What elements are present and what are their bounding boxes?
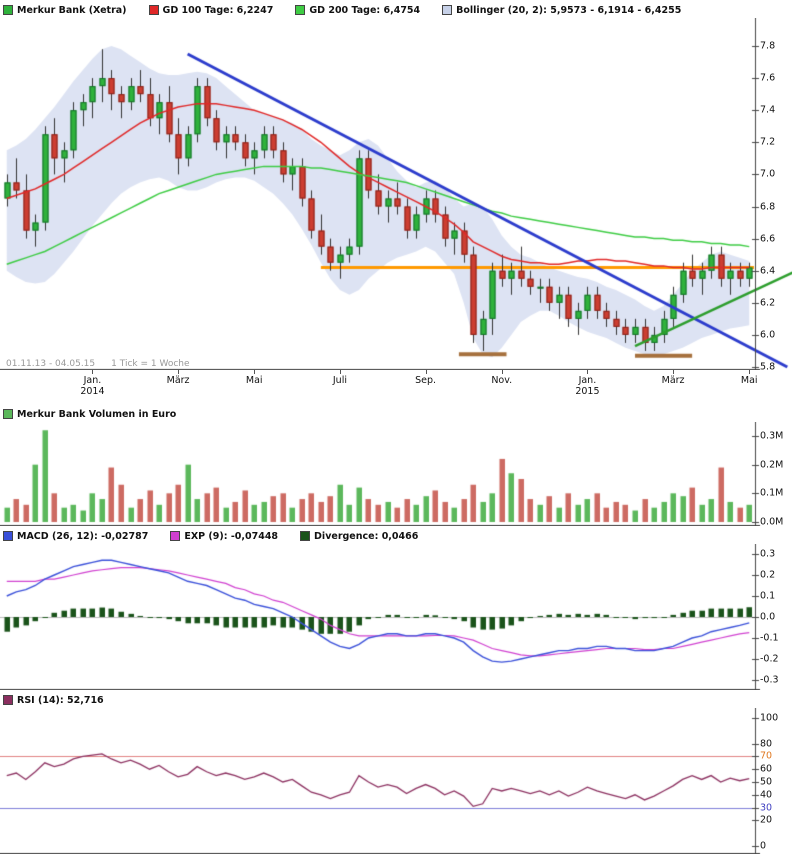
legend-volume: Merkur Bank Volumen in Euro: [3, 409, 176, 420]
legend-divergence-label: Divergence: 0,0466: [314, 530, 419, 542]
x-axis-tick: [501, 370, 503, 374]
price-panel: 7.8 7.6 7.4 7.2 7.0 6.8 6.6 6.4 6.2 6.0 5.8 01.11.…: [0, 18, 792, 373]
legend-exp-label: EXP (9): -0,07448: [184, 530, 279, 542]
legend-gd200-label: GD 200 Tage: 6,4754: [309, 4, 421, 16]
x-axis-label: Jan. 2014: [80, 375, 105, 397]
x-axis-labels-row: Jan. 2014 März Mai Juli Sep. Nov. Jan. 2015 März M…: [0, 370, 792, 404]
rsi-swatch-icon: [3, 695, 13, 705]
x-axis-label: Nov.: [491, 375, 513, 386]
price-legend-row: Merkur Bank (Xetra) GD 100 Tage: 6,2247 …: [0, 0, 792, 18]
divergence-swatch-icon: [300, 531, 311, 541]
legend-macd-label: MACD (26, 12): -0,02787: [17, 530, 149, 542]
macd-chart-canvas: [0, 544, 792, 690]
date-range-label: 01.11.13 - 04.05.15: [6, 359, 96, 369]
x-axis-label: Mai: [740, 375, 758, 386]
legend-exp: EXP (9): -0,07448: [170, 531, 278, 542]
volume-legend-row: Merkur Bank Volumen in Euro: [0, 404, 792, 422]
legend-series: Merkur Bank (Xetra): [3, 5, 127, 16]
legend-gd200: GD 200 Tage: 6,4754: [295, 5, 420, 16]
series-swatch-icon: [3, 5, 13, 15]
x-axis-label: Juli: [332, 375, 347, 386]
legend-rsi-label: RSI (14): 52,716: [17, 694, 104, 706]
legend-bollinger-label: Bollinger (20, 2): 5,9573 - 6,1914 - 6,4…: [456, 4, 682, 16]
legend-macd: MACD (26, 12): -0,02787: [3, 531, 148, 542]
gd100-swatch-icon: [148, 5, 159, 15]
x-axis-tick: [254, 370, 256, 374]
legend-gd100-label: GD 100 Tage: 6,2247: [162, 4, 274, 16]
rsi-chart-canvas: [0, 708, 792, 854]
x-axis-tick: [339, 370, 341, 374]
gd200-swatch-icon: [295, 5, 306, 15]
legend-volume-label: Merkur Bank Volumen in Euro: [17, 408, 177, 420]
legend-rsi: RSI (14): 52,716: [3, 695, 104, 706]
legend-gd100: GD 100 Tage: 6,2247: [148, 4, 274, 16]
x-axis-label: Jan. 2015: [575, 375, 600, 397]
macd-swatch-icon: [3, 531, 13, 541]
price-chart-canvas: [0, 18, 792, 370]
x-axis-tick: [587, 370, 589, 374]
exp-swatch-icon: [170, 531, 181, 541]
bollinger-swatch-icon: [442, 5, 453, 15]
x-axis-label: Mai: [245, 375, 263, 386]
x-axis-label: März: [661, 375, 685, 386]
x-axis-tick: [178, 370, 180, 374]
x-axis-tick: [92, 370, 94, 374]
legend-divergence: Divergence: 0,0466: [300, 531, 418, 542]
date-range-info: 01.11.13 - 04.05.15 1 Tick = 1 Woche: [6, 359, 190, 369]
macd-panel: 0.3 0.2 0.1 0.0 -0.1 -0.2 -0.3: [0, 544, 792, 690]
tick-unit-label: 1 Tick = 1 Woche: [111, 359, 190, 369]
x-axis-tick: [425, 370, 427, 374]
legend-bollinger: Bollinger (20, 2): 5,9573 - 6,1914 - 6,4…: [442, 5, 681, 16]
macd-legend-row: MACD (26, 12): -0,02787 EXP (9): -0,0744…: [0, 526, 792, 544]
volume-chart-canvas: [0, 422, 792, 526]
rsi-legend-row: RSI (14): 52,716: [0, 690, 792, 708]
x-axis-tick: [749, 370, 751, 374]
volume-panel: 0.3M 0.2M 0.1M 0.0M: [0, 422, 792, 528]
x-axis-label: Sep.: [415, 375, 437, 386]
legend-series-label: Merkur Bank (Xetra): [17, 4, 127, 16]
x-axis-tick: [673, 370, 675, 374]
rsi-panel: 100 80 70 60 50 40 30 20 0: [0, 708, 792, 854]
volume-swatch-icon: [3, 409, 13, 419]
x-axis-label: März: [166, 375, 190, 386]
